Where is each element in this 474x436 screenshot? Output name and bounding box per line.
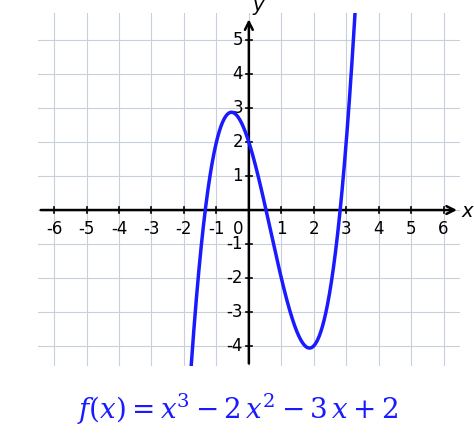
Text: 2: 2 [232,133,243,151]
Text: -5: -5 [78,220,95,238]
Text: 4: 4 [233,65,243,83]
Text: -3: -3 [143,220,160,238]
Text: -3: -3 [227,303,243,321]
Text: 6: 6 [438,220,449,238]
Text: -1: -1 [227,235,243,253]
Text: -1: -1 [208,220,225,238]
Text: y: y [252,0,264,15]
Text: 2: 2 [309,220,319,238]
Text: 4: 4 [374,220,384,238]
Text: 3: 3 [341,220,352,238]
Text: 5: 5 [406,220,416,238]
Text: x: x [461,202,473,221]
Text: 5: 5 [233,31,243,49]
Text: 0: 0 [233,220,243,238]
Text: 1: 1 [276,220,287,238]
Text: -4: -4 [111,220,127,238]
Text: 1: 1 [232,167,243,185]
Text: -4: -4 [227,337,243,355]
Text: -2: -2 [176,220,192,238]
Text: 3: 3 [232,99,243,117]
Text: -6: -6 [46,220,63,238]
Text: -2: -2 [227,269,243,287]
Text: $f(x) = x^3 - 2\,x^2 - 3\,x + 2$: $f(x) = x^3 - 2\,x^2 - 3\,x + 2$ [76,392,398,427]
